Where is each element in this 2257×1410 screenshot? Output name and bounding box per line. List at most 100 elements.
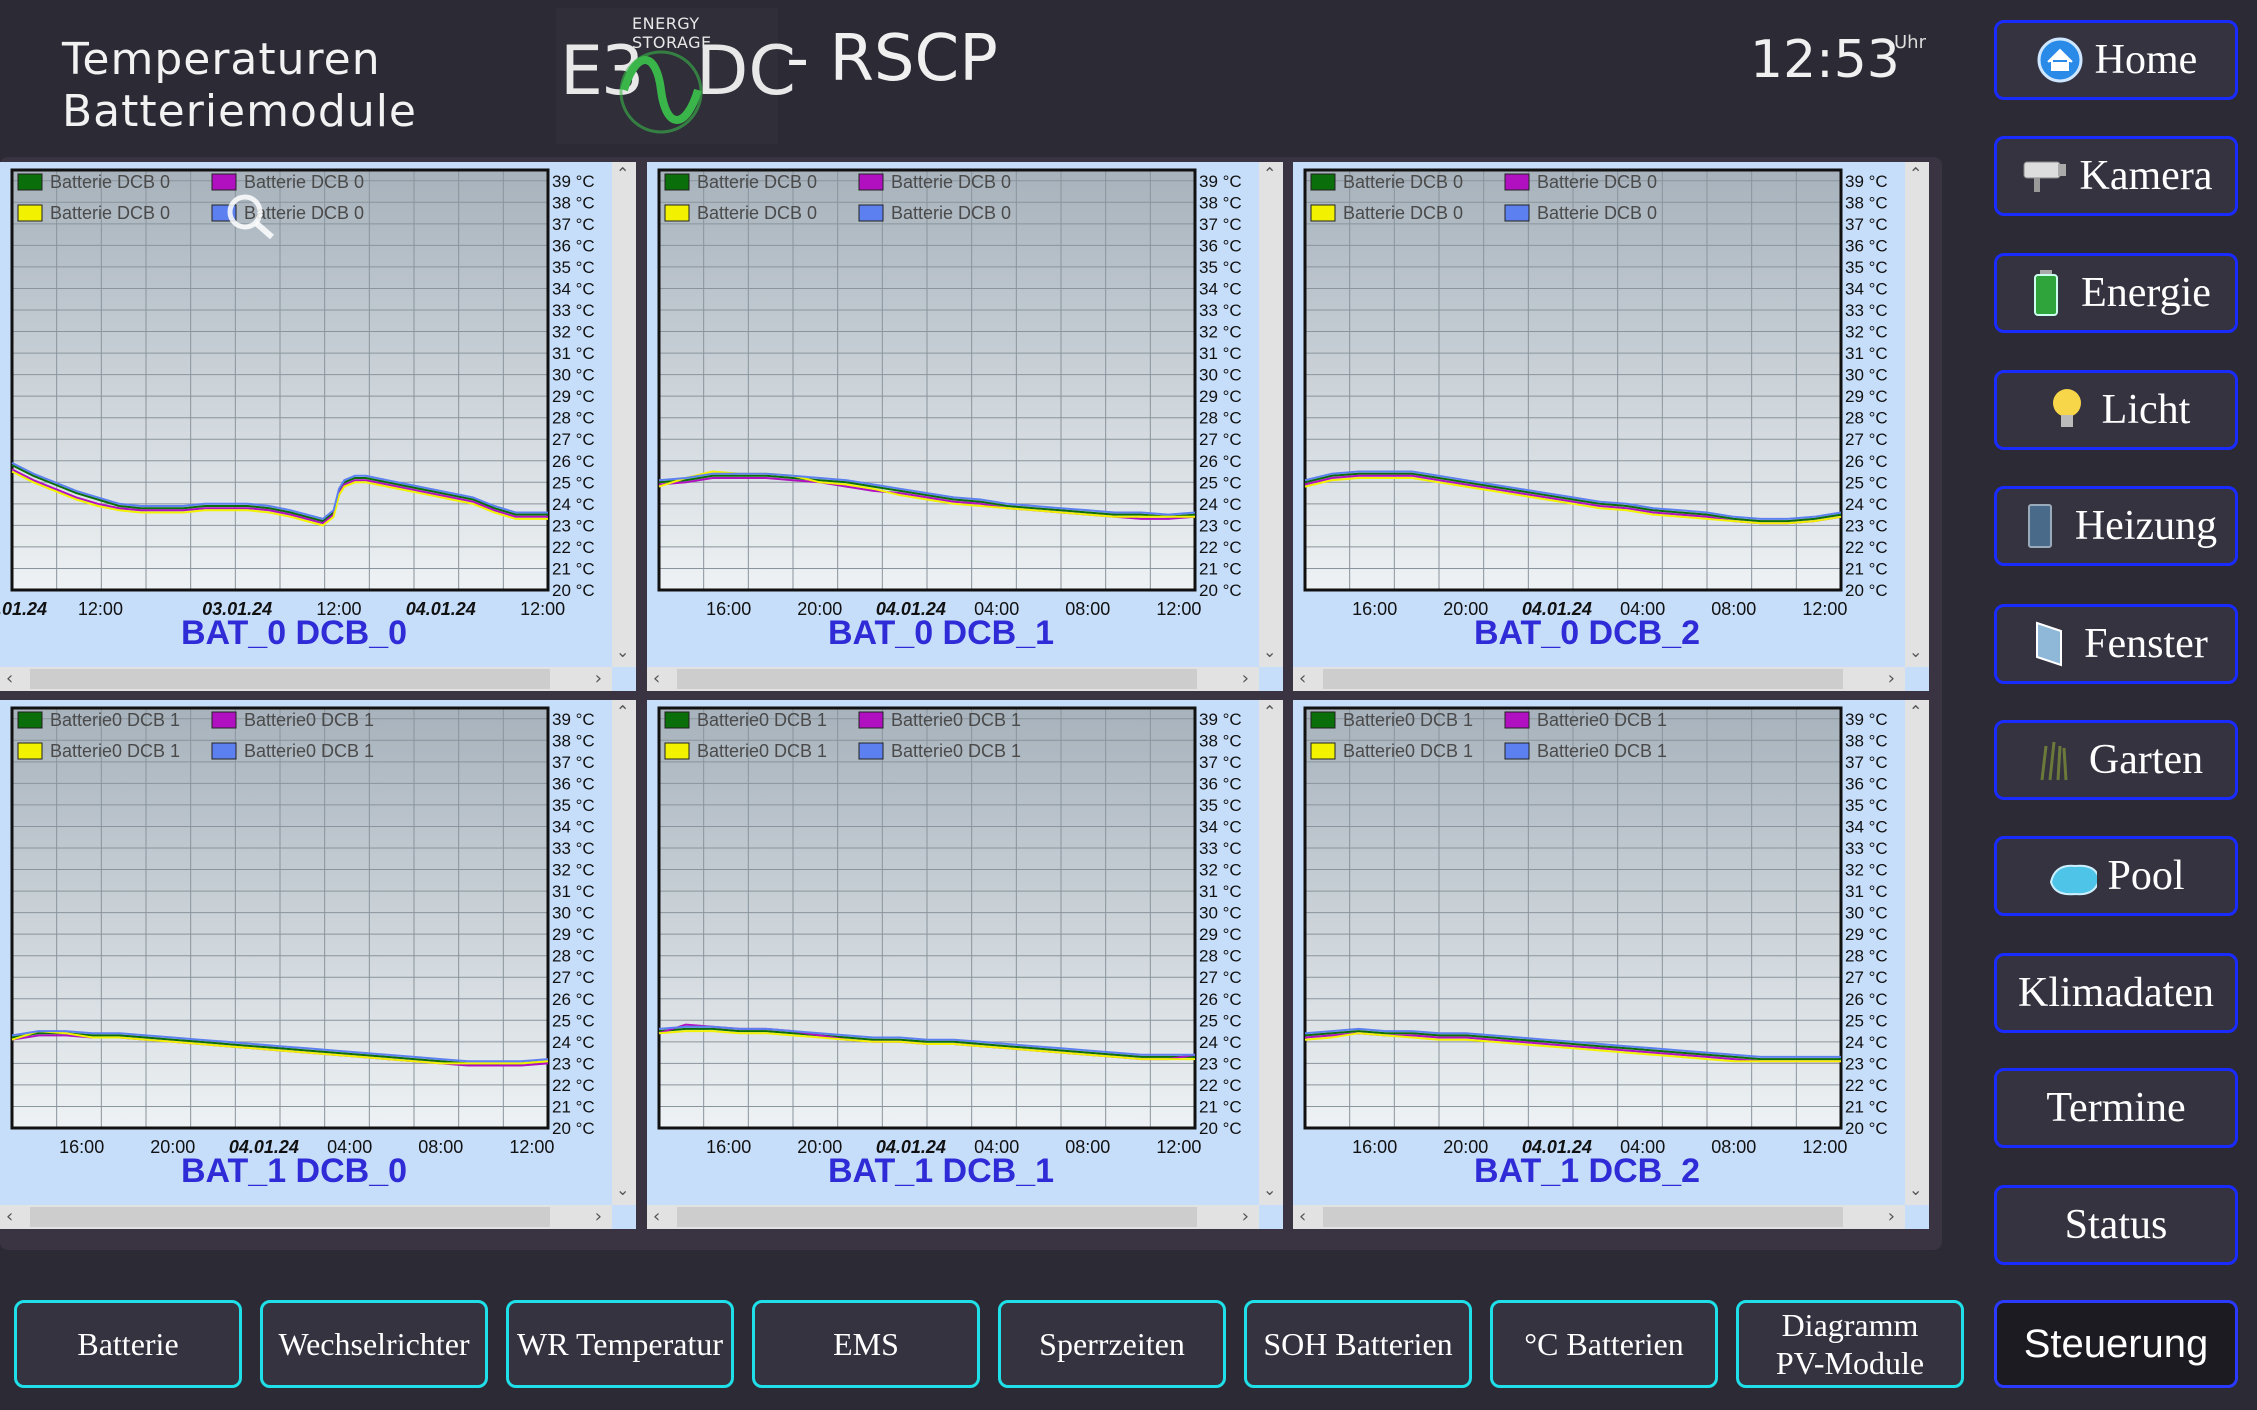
- scroll-right-icon[interactable]: ›: [1241, 668, 1249, 689]
- chart-panel[interactable]: 39 °C 38 °C 37 °C 36 °C 35 °C 34 °C 33 °C 32 °C…: [647, 700, 1283, 1229]
- sidebar-item-home[interactable]: Home: [1994, 20, 2238, 100]
- y-tick-label: 26 °C: [552, 990, 595, 1009]
- vertical-scrollbar[interactable]: ⌃ ⌄: [1905, 162, 1929, 667]
- bottom-nav-button[interactable]: SOH Batterien: [1244, 1300, 1472, 1388]
- bottom-nav-button[interactable]: WR Temperatur: [506, 1300, 734, 1388]
- horizontal-scrollbar[interactable]: ‹ ›: [647, 1205, 1259, 1229]
- scrollbar-thumb[interactable]: [30, 1207, 550, 1227]
- scroll-down-icon[interactable]: ⌄: [1263, 1180, 1277, 1199]
- scroll-up-icon[interactable]: ⌃: [1909, 702, 1923, 721]
- scroll-down-icon[interactable]: ⌄: [616, 642, 630, 661]
- sidebar-item-garten[interactable]: Garten: [1994, 720, 2238, 800]
- sidebar-item-klimadaten[interactable]: Klimadaten: [1994, 953, 2238, 1033]
- scroll-right-icon[interactable]: ›: [594, 668, 602, 689]
- y-tick-label: 37 °C: [1845, 753, 1888, 772]
- scroll-down-icon[interactable]: ⌄: [1263, 642, 1277, 661]
- scrollbar-thumb[interactable]: [1323, 1207, 1843, 1227]
- chart-svg: 39 °C 38 °C 37 °C 36 °C 35 °C 34 °C 33 °C 32 °C…: [0, 168, 595, 619]
- y-tick-label: 26 °C: [1845, 452, 1888, 471]
- scroll-right-icon[interactable]: ›: [1241, 1206, 1249, 1227]
- scrollbar-thumb[interactable]: [30, 669, 550, 689]
- x-tick-label: 03.01.24: [202, 599, 272, 619]
- scroll-right-icon[interactable]: ›: [594, 1206, 602, 1227]
- bottom-nav-button[interactable]: Batterie: [14, 1300, 242, 1388]
- sidebar-item-pool[interactable]: Pool: [1994, 836, 2238, 916]
- bottom-nav-button[interactable]: Diagramm PV-Module: [1736, 1300, 1964, 1388]
- legend-swatch: [664, 711, 690, 729]
- bottom-nav-button[interactable]: Wechselrichter: [260, 1300, 488, 1388]
- chart-panel[interactable]: 39 °C 38 °C 37 °C 36 °C 35 °C 34 °C 33 °C 32 °C…: [647, 162, 1283, 691]
- x-tick-label: 04.01.24: [406, 599, 476, 619]
- scroll-left-icon[interactable]: ‹: [6, 1206, 14, 1227]
- camera-icon: [2020, 151, 2070, 201]
- scroll-right-icon[interactable]: ›: [1887, 668, 1895, 689]
- sidebar-item-fenster[interactable]: Fenster: [1994, 604, 2238, 684]
- series-line: [1304, 472, 1842, 523]
- scroll-left-icon[interactable]: ‹: [653, 1206, 661, 1227]
- y-tick-label: 33 °C: [552, 839, 595, 858]
- bottom-nav-button[interactable]: °C Batterien: [1490, 1300, 1718, 1388]
- chart-panel[interactable]: 39 °C 38 °C 37 °C 36 °C 35 °C 34 °C 33 °C 32 °C…: [0, 162, 636, 691]
- scrollbar-thumb[interactable]: [1323, 669, 1843, 689]
- x-tick-label: 04.01.24: [876, 1137, 946, 1157]
- chart-title: BAT_1 DCB_0: [180, 1152, 408, 1190]
- y-tick-label: 20 °C: [552, 581, 595, 600]
- bottom-nav-button[interactable]: Sperrzeiten: [998, 1300, 1226, 1388]
- y-tick-label: 32 °C: [1199, 323, 1242, 342]
- horizontal-scrollbar[interactable]: ‹ ›: [647, 667, 1259, 691]
- y-tick-label: 27 °C: [1199, 968, 1242, 987]
- bottom-nav-button[interactable]: EMS: [752, 1300, 980, 1388]
- sidebar-item-energie[interactable]: Energie: [1994, 253, 2238, 333]
- scrollbar-thumb[interactable]: [677, 1207, 1197, 1227]
- sidebar-item-status[interactable]: Status: [1994, 1185, 2238, 1265]
- sidebar-item-steuerung[interactable]: Steuerung: [1994, 1300, 2238, 1388]
- chart-panel[interactable]: 39 °C 38 °C 37 °C 36 °C 35 °C 34 °C 33 °C 32 °C…: [0, 700, 636, 1229]
- vertical-scrollbar[interactable]: ⌃ ⌄: [1259, 162, 1283, 667]
- scroll-up-icon[interactable]: ⌃: [1263, 164, 1277, 183]
- zoom-icon[interactable]: [227, 194, 274, 240]
- x-tick-label: 04.01.24: [1522, 599, 1592, 619]
- scroll-down-icon[interactable]: ⌄: [616, 1180, 630, 1199]
- sidebar-item-kamera[interactable]: Kamera: [1994, 136, 2238, 216]
- series-line: [11, 1030, 549, 1063]
- sidebar-item-licht[interactable]: Licht: [1994, 370, 2238, 450]
- scroll-left-icon[interactable]: ‹: [1299, 668, 1307, 689]
- y-tick-label: 36 °C: [552, 236, 595, 255]
- sidebar-item-heizung[interactable]: Heizung: [1994, 486, 2238, 566]
- scroll-left-icon[interactable]: ‹: [1299, 1206, 1307, 1227]
- y-tick-label: 30 °C: [1199, 366, 1242, 385]
- y-tick-label: 29 °C: [1199, 925, 1242, 944]
- scroll-right-icon[interactable]: ›: [1887, 1206, 1895, 1227]
- horizontal-scrollbar[interactable]: ‹ ›: [1293, 1205, 1905, 1229]
- bottom-nav-label: °C Batterien: [1524, 1326, 1684, 1362]
- scroll-up-icon[interactable]: ⌃: [616, 164, 630, 183]
- vertical-scrollbar[interactable]: ⌃ ⌄: [1259, 700, 1283, 1205]
- chart-panel[interactable]: 39 °C 38 °C 37 °C 36 °C 35 °C 34 °C 33 °C 32 °C…: [1293, 162, 1929, 691]
- horizontal-scrollbar[interactable]: ‹ ›: [1293, 667, 1905, 691]
- vertical-scrollbar[interactable]: ⌃ ⌄: [612, 700, 636, 1205]
- battery-icon: [2021, 268, 2071, 318]
- y-tick-label: 30 °C: [1845, 904, 1888, 923]
- chart-panel[interactable]: 39 °C 38 °C 37 °C 36 °C 35 °C 34 °C 33 °C 32 °C…: [1293, 700, 1929, 1229]
- scroll-down-icon[interactable]: ⌄: [1909, 1180, 1923, 1199]
- x-tick-label: 08:00: [1065, 1137, 1110, 1157]
- scroll-up-icon[interactable]: ⌃: [1909, 164, 1923, 183]
- y-tick-label: 37 °C: [1199, 215, 1242, 234]
- sidebar-item-termine[interactable]: Termine: [1994, 1068, 2238, 1148]
- scroll-left-icon[interactable]: ‹: [6, 668, 14, 689]
- vertical-scrollbar[interactable]: ⌃ ⌄: [1905, 700, 1929, 1205]
- scroll-down-icon[interactable]: ⌄: [1909, 642, 1923, 661]
- vertical-scrollbar[interactable]: ⌃ ⌄: [612, 162, 636, 667]
- legend-swatch: [1504, 711, 1530, 729]
- scroll-up-icon[interactable]: ⌃: [1263, 702, 1277, 721]
- horizontal-scrollbar[interactable]: ‹ ›: [0, 667, 612, 691]
- legend-label: Batterie0 DCB 1: [1537, 741, 1667, 761]
- y-tick-label: 27 °C: [1845, 968, 1888, 987]
- scroll-up-icon[interactable]: ⌃: [616, 702, 630, 721]
- scroll-left-icon[interactable]: ‹: [653, 668, 661, 689]
- scrollbar-thumb[interactable]: [677, 669, 1197, 689]
- y-tick-label: 20 °C: [1845, 1119, 1888, 1138]
- y-tick-label: 35 °C: [1845, 796, 1888, 815]
- y-tick-label: 28 °C: [1845, 409, 1888, 428]
- horizontal-scrollbar[interactable]: ‹ ›: [0, 1205, 612, 1229]
